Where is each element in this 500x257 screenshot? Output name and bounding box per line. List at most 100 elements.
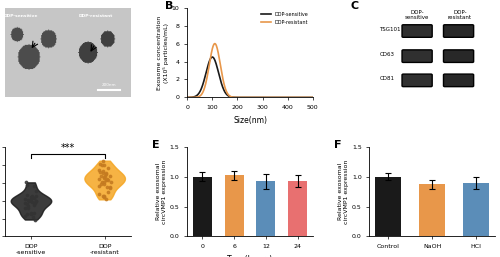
- Point: [32, 198, 40, 203]
- Point: [98, 180, 106, 184]
- Point: [30, 211, 38, 215]
- Text: CD81: CD81: [380, 76, 394, 81]
- DDP-resistant: [252, 96, 258, 99]
- Point: [28, 194, 36, 198]
- Point: [24, 206, 32, 210]
- Point: [23, 183, 31, 187]
- DDP-resistant: [184, 96, 190, 99]
- Y-axis label: Relative exosomal
circVMP1 expression: Relative exosomal circVMP1 expression: [338, 159, 349, 224]
- Bar: [224, 176, 244, 236]
- Point: [100, 182, 108, 186]
- Point: [104, 177, 112, 181]
- Point: [104, 190, 112, 194]
- Point: [29, 215, 37, 219]
- Point: [100, 175, 108, 179]
- Point: [106, 186, 114, 190]
- Point: [98, 181, 106, 186]
- Point: [31, 201, 39, 205]
- FancyBboxPatch shape: [402, 25, 432, 37]
- Text: C: C: [350, 1, 358, 11]
- DDP-sensitive: [184, 96, 190, 99]
- DDP-resistant: [212, 42, 218, 45]
- Text: DDP-sensitive: DDP-sensitive: [4, 14, 38, 18]
- Point: [28, 195, 36, 199]
- Text: 200nm: 200nm: [102, 83, 116, 87]
- Point: [32, 189, 40, 194]
- Line: DDP-resistant: DDP-resistant: [187, 44, 313, 97]
- DDP-sensitive: [244, 96, 250, 99]
- Bar: [256, 181, 276, 236]
- Bar: [419, 185, 446, 236]
- Bar: [288, 181, 307, 236]
- Point: [22, 202, 30, 206]
- Point: [24, 204, 32, 208]
- DDP-resistant: [307, 96, 313, 99]
- Text: B: B: [164, 1, 173, 11]
- Point: [27, 197, 35, 201]
- Point: [102, 197, 110, 201]
- Point: [22, 180, 30, 185]
- DDP-sensitive: [252, 96, 258, 99]
- Point: [32, 198, 40, 203]
- Text: TSG101: TSG101: [380, 27, 401, 32]
- DDP-sensitive: [259, 96, 265, 99]
- Point: [102, 171, 110, 176]
- Point: [96, 162, 104, 166]
- Point: [96, 170, 104, 174]
- Y-axis label: Relative exosomal
circVMP1 expression: Relative exosomal circVMP1 expression: [156, 159, 167, 224]
- Point: [26, 211, 34, 215]
- Point: [96, 192, 104, 196]
- Point: [104, 178, 112, 182]
- FancyBboxPatch shape: [402, 50, 432, 62]
- Point: [100, 194, 108, 198]
- Point: [106, 180, 114, 185]
- Point: [103, 186, 111, 190]
- X-axis label: Size(nm): Size(nm): [233, 116, 267, 125]
- Point: [22, 206, 30, 210]
- DDP-resistant: [259, 96, 265, 99]
- Point: [95, 183, 103, 188]
- Text: E: E: [152, 140, 160, 150]
- Point: [100, 171, 108, 175]
- Text: DDP-
sensitive: DDP- sensitive: [405, 10, 429, 20]
- Point: [101, 174, 109, 178]
- Text: ***: ***: [60, 143, 75, 153]
- Point: [32, 194, 40, 198]
- Bar: [375, 177, 402, 236]
- Point: [24, 199, 32, 203]
- Point: [98, 162, 106, 167]
- Point: [97, 174, 105, 178]
- Point: [30, 203, 38, 207]
- Point: [100, 163, 108, 167]
- Point: [21, 201, 29, 205]
- Point: [98, 194, 106, 198]
- Point: [100, 195, 108, 199]
- DDP-resistant: [288, 96, 294, 99]
- X-axis label: Time(hours): Time(hours): [227, 255, 273, 257]
- DDP-resistant: [245, 96, 251, 99]
- Text: DDP-resistant: DDP-resistant: [78, 14, 112, 18]
- Point: [100, 176, 108, 180]
- Point: [100, 180, 108, 184]
- Line: DDP-sensitive: DDP-sensitive: [187, 57, 313, 97]
- Point: [23, 212, 31, 216]
- DDP-sensitive: [310, 96, 316, 99]
- FancyBboxPatch shape: [444, 50, 474, 62]
- Text: CD63: CD63: [380, 52, 394, 57]
- Point: [102, 171, 110, 176]
- DDP-sensitive: [288, 96, 294, 99]
- FancyBboxPatch shape: [402, 74, 432, 87]
- Point: [22, 214, 30, 218]
- Text: DDP-
resistant: DDP- resistant: [448, 10, 472, 20]
- Point: [95, 177, 103, 181]
- Point: [104, 166, 112, 170]
- Point: [30, 196, 38, 200]
- Point: [106, 174, 114, 178]
- Bar: [193, 177, 212, 236]
- Point: [28, 200, 36, 204]
- Point: [102, 178, 110, 182]
- DDP-sensitive: [210, 56, 216, 59]
- FancyBboxPatch shape: [444, 74, 474, 87]
- Point: [96, 168, 104, 172]
- Text: F: F: [334, 140, 342, 150]
